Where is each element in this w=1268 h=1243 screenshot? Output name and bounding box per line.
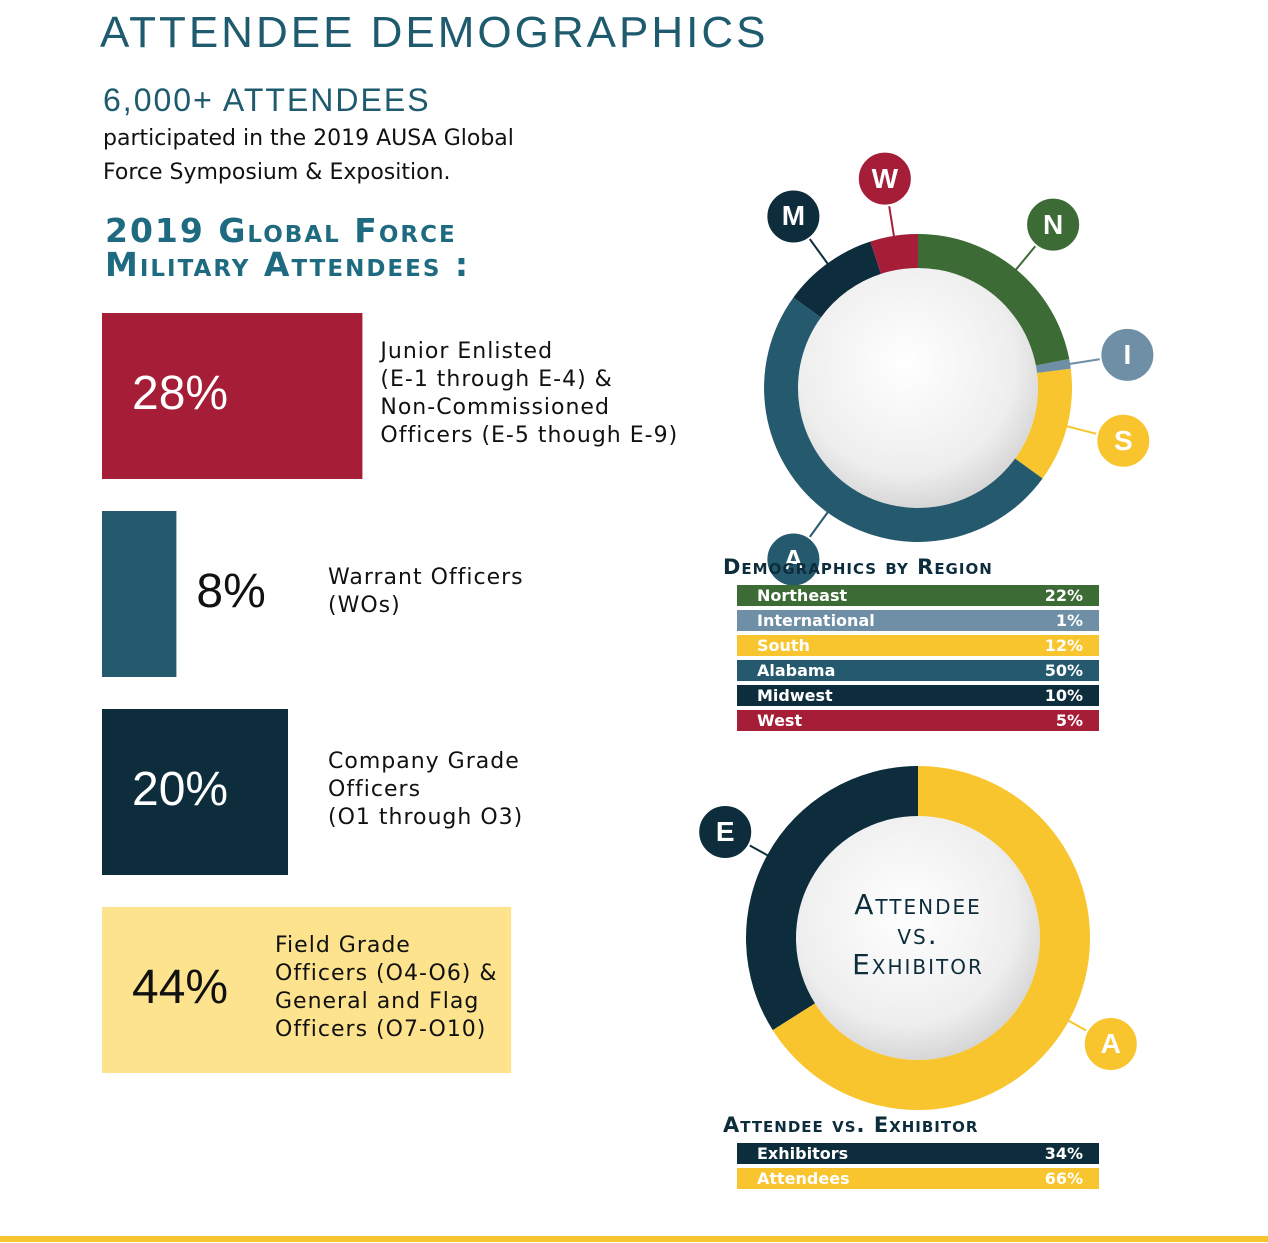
region-value: 5% — [1055, 711, 1083, 730]
donut-segment — [1035, 359, 1071, 373]
marker-badge — [1082, 1015, 1139, 1072]
region-name: Attendees — [757, 1169, 850, 1188]
region-name: South — [757, 636, 810, 655]
table-row — [737, 1168, 1099, 1189]
region-value: 34% — [1044, 1144, 1083, 1163]
marker-letter: N — [1043, 208, 1064, 240]
table-row — [737, 710, 1099, 731]
region-name: Alabama — [757, 661, 836, 680]
region-name: Northeast — [757, 586, 848, 605]
ring-center — [796, 816, 1040, 1060]
region-value: 12% — [1044, 636, 1083, 655]
donut-segment — [746, 766, 918, 1031]
marker-letter: A — [783, 543, 804, 575]
marker-letter: A — [1100, 1027, 1121, 1059]
marker-badge — [1099, 326, 1156, 383]
bar — [102, 907, 512, 1073]
region-value: 66% — [1044, 1169, 1083, 1188]
headline: 6,000+ ATTENDEES — [103, 82, 431, 118]
region-name: Exhibitors — [757, 1144, 849, 1163]
section-title: 2019 Global Force Military Attendees : — [105, 211, 471, 284]
bar — [102, 313, 363, 479]
region-name: International — [757, 611, 875, 630]
table-title: Demographics by Region — [723, 555, 993, 579]
table-row — [737, 660, 1099, 681]
donut-segment — [764, 297, 1043, 542]
donut-segment — [1015, 368, 1072, 479]
value-label: 28% — [132, 367, 229, 420]
marker-letter: S — [1113, 424, 1133, 456]
region-value: 22% — [1044, 586, 1083, 605]
marker-letter: E — [715, 816, 735, 847]
region-value: 50% — [1044, 661, 1083, 680]
donut-segment — [870, 234, 918, 274]
category-label: Field Grade Officers (O4-O6) & General a… — [275, 933, 498, 1042]
category-label: Company Grade Officers (O1 through O3) — [328, 749, 524, 830]
table-row — [737, 635, 1099, 656]
region-name: West — [757, 711, 803, 730]
bar — [102, 709, 288, 875]
bar — [102, 511, 177, 677]
marker-letter: W — [871, 162, 899, 194]
value-label: 20% — [132, 763, 229, 816]
marker-badge — [1095, 412, 1152, 469]
table-row — [737, 685, 1099, 706]
category-label: Junior Enlisted (E-1 through E-4) & Non-… — [380, 339, 679, 448]
ring-center — [798, 268, 1038, 508]
value-label: 44% — [132, 961, 229, 1014]
donut-segment — [793, 241, 881, 318]
value-label: 8% — [196, 565, 266, 618]
lead-text: participated in the 2019 AUSA Global For… — [103, 126, 514, 185]
marker-letter: M — [781, 200, 806, 232]
table-row — [737, 610, 1099, 631]
region-value: 10% — [1044, 686, 1083, 705]
marker-badge — [856, 150, 913, 207]
region-name: Midwest — [757, 686, 833, 705]
marker-badge — [1025, 196, 1082, 253]
page-title: ATTENDEE DEMOGRAPHICS — [100, 8, 769, 57]
category-label: Warrant Officers (WOs) — [328, 565, 524, 618]
donut-segment — [772, 766, 1090, 1110]
table-row — [737, 1143, 1099, 1164]
marker-letter: I — [1123, 338, 1132, 370]
center-text: Attendee vs. Exhibitor — [852, 888, 984, 981]
marker-badge — [697, 804, 754, 861]
marker-badge — [765, 188, 822, 245]
region-value: 1% — [1055, 611, 1083, 630]
donut-segment — [918, 234, 1070, 366]
bottom-rule — [0, 1236, 1268, 1242]
table-row — [737, 585, 1099, 606]
table-title: Attendee vs. Exhibitor — [723, 1113, 979, 1137]
